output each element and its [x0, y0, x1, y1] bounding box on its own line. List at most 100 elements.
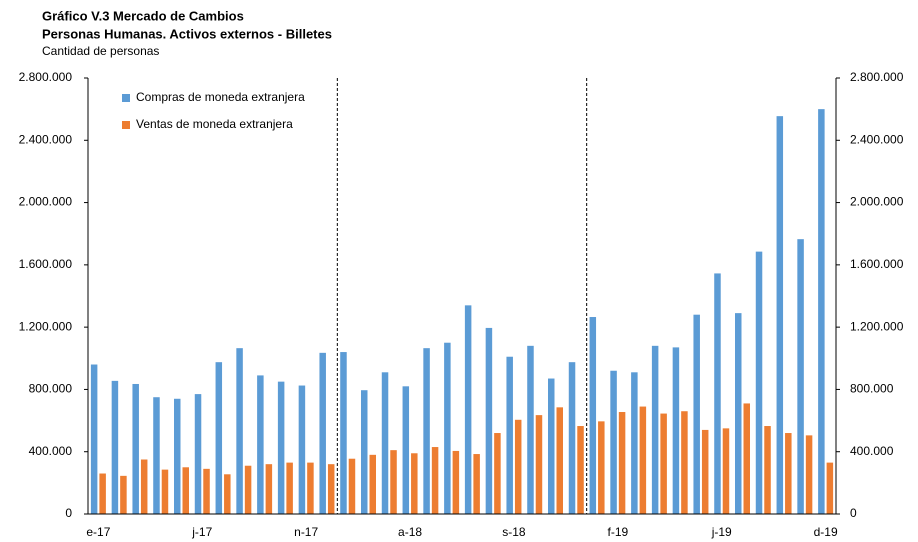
- bar: [140, 459, 148, 514]
- x-tick-label: f-19: [607, 525, 628, 539]
- bar: [132, 383, 139, 514]
- bar: [701, 429, 709, 514]
- bar: [390, 450, 397, 514]
- x-tick-label: a-18: [398, 525, 422, 539]
- bar: [672, 347, 680, 514]
- bar: [194, 394, 202, 514]
- bar: [423, 348, 430, 514]
- bar: [714, 273, 721, 514]
- bar: [826, 462, 834, 514]
- bar: [535, 415, 543, 514]
- bar: [494, 433, 501, 514]
- y2-tick-label: 400.000: [850, 444, 894, 458]
- bar: [381, 372, 389, 514]
- y2-tick-label: 800.000: [850, 382, 894, 396]
- y2-tick-label: 2.000.000: [850, 195, 904, 209]
- chart-title: Gráfico V.3 Mercado de Cambios: [42, 8, 244, 23]
- bar: [631, 372, 638, 514]
- bar: [805, 435, 813, 514]
- bar: [639, 406, 647, 514]
- bar: [527, 345, 534, 514]
- bar: [556, 407, 563, 514]
- bar: [589, 317, 597, 514]
- bar: [681, 411, 688, 514]
- bar: [369, 454, 376, 514]
- x-tick-label: n-17: [294, 525, 318, 539]
- bar: [651, 345, 659, 514]
- bar: [755, 251, 763, 514]
- legend-label: Ventas de moneda extranjera: [136, 117, 293, 131]
- x-tick-label: j-17: [191, 525, 212, 539]
- bar: [722, 428, 730, 514]
- chart-subtitle: Personas Humanas. Activos externos - Bil…: [42, 26, 332, 41]
- x-tick-label: d-19: [814, 525, 838, 539]
- y-tick-label: 2.000.000: [19, 195, 73, 209]
- bar: [298, 385, 306, 514]
- bar: [506, 356, 513, 514]
- bar: [818, 109, 825, 515]
- y2-tick-label: 2.400.000: [850, 132, 904, 146]
- y2-tick-label: 0: [850, 506, 857, 520]
- y-tick-label: 800.000: [29, 382, 73, 396]
- x-tick-label: s-18: [502, 525, 526, 539]
- bar: [257, 375, 264, 514]
- bar: [452, 450, 460, 514]
- bar: [182, 467, 189, 514]
- bar: [568, 362, 576, 514]
- bar: [111, 380, 119, 514]
- bar: [361, 390, 368, 514]
- bar: [99, 473, 106, 514]
- bar: [618, 412, 626, 514]
- bar: [548, 378, 555, 514]
- bar: [797, 239, 804, 514]
- bar: [244, 465, 252, 514]
- y-tick-label: 0: [65, 506, 72, 520]
- bar: [577, 426, 584, 514]
- y-tick-label: 2.800.000: [19, 70, 73, 84]
- bar: [693, 314, 700, 514]
- x-tick-label: j-19: [711, 525, 732, 539]
- bar: [340, 352, 347, 514]
- bar: [464, 305, 472, 514]
- y-tick-label: 1.200.000: [19, 319, 73, 333]
- y-tick-label: 2.400.000: [19, 132, 73, 146]
- bar: [120, 475, 127, 514]
- legend-label: Compras de moneda extranjera: [136, 90, 305, 104]
- legend-swatch: [122, 94, 130, 102]
- bar: [90, 364, 98, 514]
- bar: [327, 464, 335, 514]
- legend-swatch: [122, 121, 130, 129]
- bar: [411, 453, 418, 514]
- bar: [402, 386, 410, 514]
- y2-tick-label: 2.800.000: [850, 70, 904, 84]
- y-axis-label: Cantidad de personas: [42, 44, 159, 58]
- bar: [236, 348, 243, 514]
- bar: [307, 462, 314, 514]
- bar: [153, 397, 160, 514]
- bar: [660, 413, 667, 514]
- bar: [785, 433, 792, 514]
- bar: [203, 468, 210, 514]
- bar: [776, 116, 784, 515]
- bar: [215, 362, 223, 514]
- bar: [161, 469, 169, 514]
- bar: [514, 419, 522, 514]
- bar: [473, 454, 480, 514]
- bar: [735, 313, 742, 514]
- y2-tick-label: 1.600.000: [850, 257, 904, 271]
- bar: [743, 403, 750, 514]
- bar: [348, 458, 356, 514]
- bar: [319, 352, 326, 514]
- bar: [277, 381, 285, 514]
- y-tick-label: 400.000: [29, 444, 73, 458]
- bar: [174, 398, 181, 514]
- bar: [444, 342, 451, 514]
- bar: [265, 464, 273, 514]
- bar: [485, 327, 493, 514]
- bar: [431, 447, 439, 514]
- y-tick-label: 1.600.000: [19, 257, 73, 271]
- x-tick-label: e-17: [86, 525, 110, 539]
- bar: [610, 370, 617, 514]
- y2-tick-label: 1.200.000: [850, 319, 904, 333]
